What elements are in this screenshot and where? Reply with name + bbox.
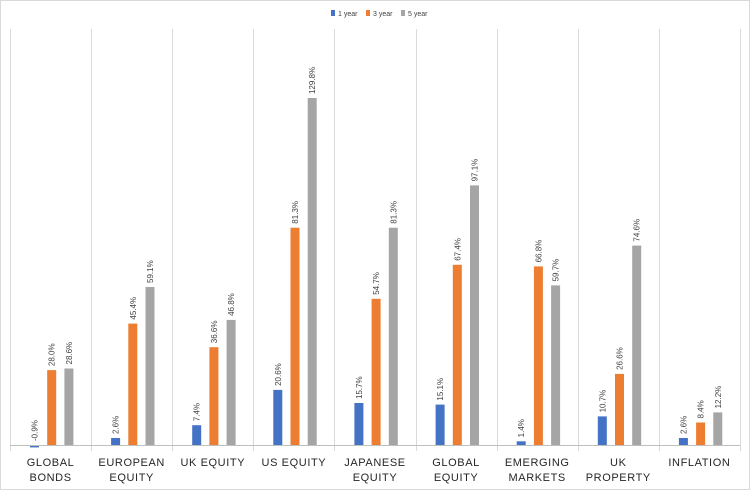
bar-3-year-3 (290, 227, 300, 445)
category-label-line: GLOBAL (432, 457, 480, 469)
bar-1-year-6 (516, 441, 526, 445)
legend-swatch (366, 10, 370, 16)
category-label: GLOBAL EQUITY (432, 457, 480, 484)
bar-5-year-7 (632, 245, 642, 445)
data-label: 97.1% (471, 159, 480, 182)
bars (30, 98, 723, 448)
category-axis: GLOBAL BONDS EUROPEAN EQUITY UK EQUITY US EQU… (10, 445, 740, 484)
bar-5-year-4 (388, 227, 398, 445)
data-label: 15.7% (355, 376, 364, 399)
category-label: JAPANESE EQUITY (344, 457, 405, 484)
data-label: 2.6% (679, 416, 688, 434)
data-label: 129.8% (308, 67, 317, 94)
data-label: 15.1% (436, 378, 445, 401)
bar-1-year-4 (354, 403, 364, 445)
data-label: 10.7% (598, 390, 607, 413)
bar-1-year-7 (597, 416, 607, 445)
bar-5-year-6 (551, 285, 561, 445)
legend-label: 5 year (408, 11, 428, 18)
bar-3-year-7 (615, 373, 624, 445)
data-label: 59.1% (146, 260, 155, 283)
bar-5-year-8 (713, 412, 723, 445)
bar-5-year-2 (226, 319, 236, 445)
data-label: 12.2% (714, 386, 723, 409)
category-label-line: UK EQUITY (180, 457, 245, 469)
data-label: 8.4% (697, 400, 706, 418)
bar-3-year-1 (128, 323, 138, 445)
data-label: 74.6% (633, 219, 642, 242)
data-label: 36.6% (210, 321, 219, 344)
category-label: GLOBAL BONDS (27, 457, 75, 484)
category-label-line: INFLATION (668, 457, 730, 469)
legend-label: 3 year (373, 11, 393, 18)
data-label: 26.6% (616, 347, 625, 370)
data-label: 81.3% (389, 201, 398, 224)
category-label-line: EQUITY (434, 472, 479, 484)
category-label-line: MARKETS (509, 472, 566, 484)
category-label-line: BONDS (30, 472, 72, 484)
category-label-line: GLOBAL (27, 457, 75, 469)
data-label: 81.3% (291, 201, 300, 224)
data-label: 45.4% (129, 297, 138, 320)
legend-swatch (401, 10, 405, 16)
data-label: 46.8% (227, 293, 236, 316)
category-label-line: EMERGING (505, 457, 570, 469)
data-label: 20.6% (274, 363, 283, 386)
category-label-line: UK (610, 457, 627, 469)
bar-1-year-8 (678, 438, 688, 445)
bar-3-year-0 (47, 370, 57, 445)
legend-label: 1 year (338, 11, 358, 18)
category-label: US EQUITY (262, 457, 327, 469)
bar-3-year-8 (696, 422, 706, 445)
category-label: UK EQUITY (180, 457, 245, 469)
bar-1-year-2 (192, 425, 202, 445)
category-label-line: US EQUITY (262, 457, 327, 469)
category-label-line: EQUITY (109, 472, 154, 484)
legend: 1 year 3 year 5 year (331, 10, 428, 18)
data-labels: -0.9% 2.6% 7.4% 20.6% 15.7% 15.1% 1.4% 10.7% 2.6… (31, 67, 723, 441)
bar-1-year-5 (435, 404, 445, 445)
bar-3-year-6 (533, 266, 543, 445)
bar-3-year-5 (452, 264, 462, 445)
bar-1-year-1 (111, 438, 121, 445)
legend-swatch (331, 10, 335, 16)
data-label: 66.8% (534, 240, 543, 263)
category-label: EUROPEAN EQUITY (98, 457, 165, 484)
bar-3-year-4 (371, 298, 381, 445)
data-label: 2.6% (112, 416, 121, 434)
category-label-line: PROPERTY (586, 472, 651, 484)
bar-5-year-5 (470, 185, 479, 445)
data-label: 59.7% (552, 259, 561, 282)
bar-3-year-2 (209, 347, 219, 445)
category-label: INFLATION (668, 457, 730, 469)
category-label: EMERGING MARKETS (505, 457, 570, 484)
category-label-line: EUROPEAN (98, 457, 165, 469)
data-label: 7.4% (193, 403, 202, 421)
bar-5-year-3 (307, 98, 317, 445)
bar-1-year-0 (30, 445, 39, 448)
category-label-line: EQUITY (353, 472, 398, 484)
data-label: 1.4% (517, 419, 526, 437)
bar-1-year-3 (273, 389, 283, 445)
data-label: -0.9% (31, 420, 40, 441)
data-label: 28.6% (65, 342, 74, 365)
bar-5-year-0 (64, 368, 74, 445)
category-label: UK PROPERTY (586, 457, 651, 484)
gridlines (10, 29, 741, 451)
data-label: 54.7% (372, 272, 381, 295)
data-label: 28.0% (48, 343, 57, 366)
data-label: 67.4% (453, 238, 462, 261)
bar-5-year-1 (145, 287, 155, 445)
category-label-line: JAPANESE (344, 457, 405, 469)
